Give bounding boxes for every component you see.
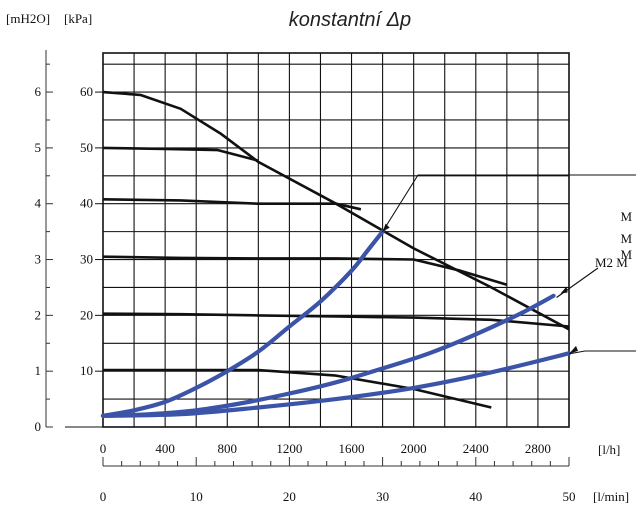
- callout-arrowhead: [569, 345, 578, 354]
- y-tick-label-kpa: 30: [80, 252, 93, 267]
- y-tick-label-mh2o: 3: [35, 252, 42, 267]
- system-curve: [100, 229, 385, 418]
- callout-leader: [382, 174, 636, 232]
- y-tick-label-mh2o: 5: [35, 140, 42, 155]
- x-unit-lh-label: [l/h]: [598, 442, 620, 457]
- x-tick-label-lh: 1600: [339, 441, 365, 456]
- x-tick-label-lmin: 30: [376, 489, 389, 504]
- callout-leader: [568, 350, 636, 355]
- pump-curve: [102, 255, 508, 286]
- pump-curve: [102, 312, 570, 328]
- y-tick-label-mh2o: 6: [35, 84, 42, 99]
- callout-label: M: [620, 247, 632, 262]
- y-tick-label-mh2o: 2: [35, 307, 42, 322]
- x-tick-label-lmin: 10: [190, 489, 203, 504]
- curves-layer: [100, 90, 572, 418]
- x-unit-lmin-label: [l/min]: [593, 489, 629, 504]
- y-unit-mh2o-label: [mH2O]: [6, 11, 50, 26]
- x-tick-label-lmin: 50: [563, 489, 576, 504]
- callout-arrowhead: [560, 286, 568, 294]
- system-curve: [100, 293, 556, 418]
- system-curve: [100, 351, 572, 418]
- x-tick-label-lh: 400: [155, 441, 175, 456]
- x-tick-label-lh: 2800: [525, 441, 551, 456]
- y-tick-label-kpa: 40: [80, 196, 93, 211]
- chart-title: konstantní Δp: [289, 9, 411, 31]
- x-tick-label-lmin: 40: [469, 489, 482, 504]
- pump-curve: [103, 368, 492, 409]
- callout-label: M2 M: [595, 255, 628, 270]
- y-tick-label-kpa: 60: [80, 84, 93, 99]
- x-tick-label-lh: 0: [100, 441, 107, 456]
- y-tick-label-kpa: 10: [80, 363, 93, 378]
- x-tick-label-lh: 1200: [276, 441, 302, 456]
- y-unit-kpa-label: [kPa]: [64, 11, 92, 26]
- x-tick-label-lmin: 0: [100, 489, 107, 504]
- callout-arrowhead: [382, 223, 390, 232]
- x-tick-label-lh: 800: [218, 441, 238, 456]
- plot-frame: [102, 52, 570, 428]
- y-tick-label-kpa: 50: [80, 140, 93, 155]
- y-tick-label-kpa: 20: [80, 307, 93, 322]
- x-tick-label-lh: 2400: [463, 441, 489, 456]
- x-tick-label-lmin: 20: [283, 489, 296, 504]
- callout-label: M: [620, 231, 632, 246]
- pump-curve: [102, 146, 259, 162]
- callout-label: M: [620, 209, 632, 224]
- pump-curve: [102, 198, 362, 211]
- pump-curve: [102, 90, 570, 331]
- x-tick-label-lh: 2000: [401, 441, 427, 456]
- y-tick-label-mh2o: 4: [35, 196, 42, 211]
- y-tick-label-mh2o: 1: [35, 363, 42, 378]
- y-tick-label-mh2o: 0: [35, 419, 42, 434]
